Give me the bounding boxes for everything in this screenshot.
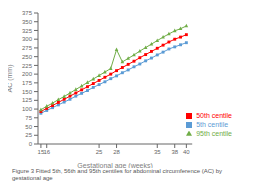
svg-text:25: 25 bbox=[25, 132, 32, 138]
svg-text:25: 25 bbox=[96, 149, 103, 155]
svg-text:35: 35 bbox=[154, 149, 161, 155]
svg-text:Gestational age (weeks): Gestational age (weeks) bbox=[77, 162, 152, 168]
svg-text:15: 15 bbox=[37, 149, 45, 156]
svg-text:16: 16 bbox=[43, 149, 50, 155]
svg-text:375: 375 bbox=[22, 10, 33, 16]
svg-text:40: 40 bbox=[183, 149, 190, 155]
svg-text:38: 38 bbox=[171, 149, 178, 155]
svg-text:0: 0 bbox=[29, 141, 33, 147]
html-text:5th centile: 5th centile bbox=[196, 121, 229, 128]
svg-text:300: 300 bbox=[22, 36, 33, 42]
html-text:Figure 3 Fitted 5th, 56th and: Figure 3 Fitted 5th, 56th and 95th centi… bbox=[12, 168, 223, 181]
html-text:95th centile: 95th centile bbox=[196, 130, 232, 137]
svg-text:125: 125 bbox=[22, 97, 33, 103]
html-text:50th centile: 50th centile bbox=[196, 112, 232, 119]
svg-text:50: 50 bbox=[25, 124, 32, 130]
svg-text:28: 28 bbox=[113, 149, 120, 155]
svg-text:175: 175 bbox=[22, 80, 33, 86]
svg-text:275: 275 bbox=[22, 45, 33, 51]
svg-text:325: 325 bbox=[22, 28, 33, 34]
svg-text:150: 150 bbox=[22, 89, 33, 95]
svg-text:225: 225 bbox=[22, 63, 33, 69]
svg-text:100: 100 bbox=[22, 106, 33, 112]
svg-text:200: 200 bbox=[22, 71, 33, 77]
svg-text:250: 250 bbox=[22, 54, 33, 60]
svg-text:AC (mm): AC (mm) bbox=[8, 65, 14, 93]
svg-text:350: 350 bbox=[22, 19, 33, 25]
svg-text:75: 75 bbox=[25, 115, 32, 121]
